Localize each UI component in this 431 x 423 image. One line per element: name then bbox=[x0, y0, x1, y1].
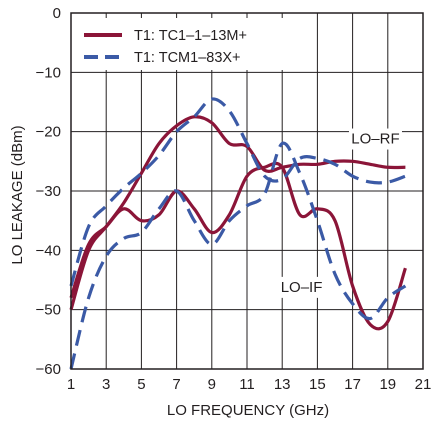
series-line-tc1-lo-if bbox=[69, 161, 407, 331]
y-tick-label: −10 bbox=[36, 64, 61, 81]
series-line-tcm1-lo-if bbox=[69, 141, 407, 370]
y-axis-title: LO LEAKAGE (dBm) bbox=[9, 125, 26, 264]
x-tick-label: 1 bbox=[67, 376, 75, 393]
y-tick-label: −50 bbox=[36, 302, 61, 319]
x-tick-label: 9 bbox=[208, 376, 216, 393]
y-tick-label: −40 bbox=[36, 242, 61, 259]
annotations: LO–RF LO–IF bbox=[275, 128, 402, 298]
x-tick-label: 19 bbox=[379, 376, 396, 393]
x-tick-label: 13 bbox=[274, 376, 291, 393]
legend: T1: TC1–1–13M+ T1: TCM1–83X+ bbox=[76, 18, 291, 70]
x-tick-labels: 1 3 5 7 9 11 13 15 17 19 21 bbox=[67, 376, 431, 393]
x-tick-label: 17 bbox=[344, 376, 361, 393]
series-line-tcm1-lo-rf bbox=[69, 97, 406, 287]
y-tick-labels: 0 −10 −20 −30 −40 −50 −60 bbox=[36, 5, 61, 378]
series-line-tc1-lo-rf bbox=[69, 115, 406, 311]
x-tick-label: 15 bbox=[309, 376, 326, 393]
x-tick-label: 11 bbox=[239, 376, 255, 393]
series-lines bbox=[69, 97, 407, 370]
x-axis-title: LO FREQUENCY (GHz) bbox=[167, 402, 329, 419]
legend-label-tc1: T1: TC1–1–13M+ bbox=[134, 28, 247, 44]
annotation-label: LO–RF bbox=[351, 131, 399, 148]
annotation-background bbox=[275, 276, 329, 298]
y-tick-label: −30 bbox=[36, 183, 61, 200]
plot-frame bbox=[70, 12, 424, 370]
x-tick-label: 3 bbox=[102, 376, 110, 393]
x-tick-label: 21 bbox=[415, 376, 431, 393]
y-tick-label: −20 bbox=[36, 124, 61, 141]
x-tick-label: 5 bbox=[137, 376, 145, 393]
y-tick-label: −60 bbox=[36, 361, 61, 378]
annotation-label: LO–IF bbox=[281, 279, 323, 296]
x-tick-label: 7 bbox=[172, 376, 180, 393]
legend-background bbox=[76, 18, 291, 70]
legend-label-tcm1: T1: TCM1–83X+ bbox=[134, 50, 241, 66]
y-tick-label: 0 bbox=[53, 5, 61, 22]
annotation-background bbox=[348, 128, 402, 150]
